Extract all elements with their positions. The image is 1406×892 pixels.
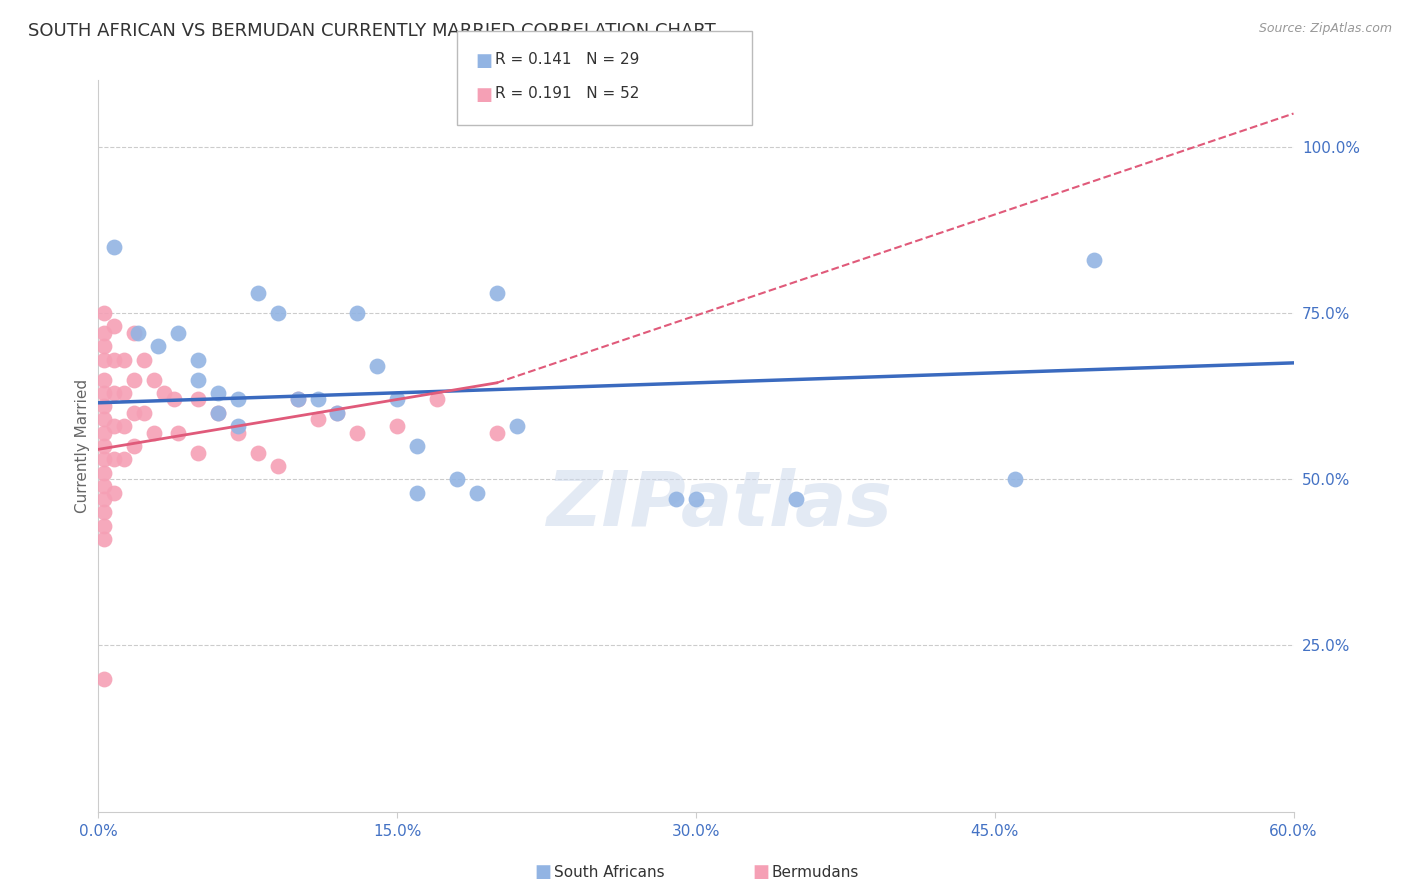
- Text: R = 0.141   N = 29: R = 0.141 N = 29: [495, 52, 640, 67]
- Point: [187, 372, 209, 386]
- Text: ■: ■: [475, 86, 492, 103]
- Point: [207, 385, 229, 400]
- Point: [785, 492, 807, 507]
- Point: [93, 492, 115, 507]
- Text: R = 0.191   N = 52: R = 0.191 N = 52: [495, 86, 640, 101]
- Point: [246, 286, 269, 301]
- Point: [124, 439, 146, 453]
- Point: [406, 485, 429, 500]
- Point: [103, 485, 125, 500]
- Point: [226, 392, 249, 407]
- Point: [93, 306, 115, 320]
- Point: [326, 406, 349, 420]
- Point: [167, 425, 190, 440]
- Point: [93, 466, 115, 480]
- Text: ■: ■: [752, 863, 769, 881]
- Point: [134, 352, 156, 367]
- Point: [226, 425, 249, 440]
- Point: [187, 392, 209, 407]
- Point: [93, 326, 115, 340]
- Point: [124, 326, 146, 340]
- Point: [93, 385, 115, 400]
- Point: [207, 406, 229, 420]
- Point: [366, 359, 388, 374]
- Point: [485, 286, 508, 301]
- Point: [307, 412, 329, 426]
- Point: [1004, 472, 1026, 486]
- Point: [385, 392, 409, 407]
- Point: [685, 492, 707, 507]
- Point: [134, 406, 156, 420]
- Point: [103, 419, 125, 434]
- Point: [485, 425, 508, 440]
- Point: [346, 306, 368, 320]
- Point: [93, 352, 115, 367]
- Point: [267, 306, 290, 320]
- Point: [93, 339, 115, 353]
- Point: [112, 452, 135, 467]
- Point: [326, 406, 349, 420]
- Point: [187, 352, 209, 367]
- Point: [93, 439, 115, 453]
- Point: [143, 372, 166, 386]
- Point: [406, 439, 429, 453]
- Point: [93, 452, 115, 467]
- Y-axis label: Currently Married: Currently Married: [75, 379, 90, 513]
- Point: [124, 406, 146, 420]
- Point: [93, 506, 115, 520]
- Text: South Africans: South Africans: [554, 865, 665, 880]
- Point: [127, 326, 149, 340]
- Text: Bermudans: Bermudans: [772, 865, 859, 880]
- Point: [506, 419, 529, 434]
- Point: [103, 352, 125, 367]
- Text: ■: ■: [475, 52, 492, 70]
- Point: [287, 392, 309, 407]
- Point: [148, 339, 170, 353]
- Point: [112, 385, 135, 400]
- Point: [163, 392, 186, 407]
- Point: [226, 419, 249, 434]
- Point: [93, 518, 115, 533]
- Point: [465, 485, 488, 500]
- Text: ZIPatlas: ZIPatlas: [547, 467, 893, 541]
- Point: [93, 412, 115, 426]
- Point: [307, 392, 329, 407]
- Point: [246, 445, 269, 459]
- Point: [112, 419, 135, 434]
- Point: [93, 479, 115, 493]
- Point: [1083, 252, 1105, 267]
- Point: [103, 319, 125, 334]
- Point: [426, 392, 449, 407]
- Point: [93, 532, 115, 546]
- Point: [187, 445, 209, 459]
- Point: [143, 425, 166, 440]
- Point: [346, 425, 368, 440]
- Point: [93, 672, 115, 686]
- Point: [267, 458, 290, 473]
- Text: ■: ■: [534, 863, 551, 881]
- Point: [112, 352, 135, 367]
- Point: [93, 425, 115, 440]
- Point: [385, 419, 409, 434]
- Point: [665, 492, 688, 507]
- Point: [446, 472, 468, 486]
- Point: [103, 385, 125, 400]
- Point: [167, 326, 190, 340]
- Point: [103, 452, 125, 467]
- Point: [93, 372, 115, 386]
- Point: [103, 239, 125, 253]
- Point: [153, 385, 176, 400]
- Point: [124, 372, 146, 386]
- Text: Source: ZipAtlas.com: Source: ZipAtlas.com: [1258, 22, 1392, 36]
- Point: [93, 399, 115, 413]
- Point: [287, 392, 309, 407]
- Point: [207, 406, 229, 420]
- Text: SOUTH AFRICAN VS BERMUDAN CURRENTLY MARRIED CORRELATION CHART: SOUTH AFRICAN VS BERMUDAN CURRENTLY MARR…: [28, 22, 716, 40]
